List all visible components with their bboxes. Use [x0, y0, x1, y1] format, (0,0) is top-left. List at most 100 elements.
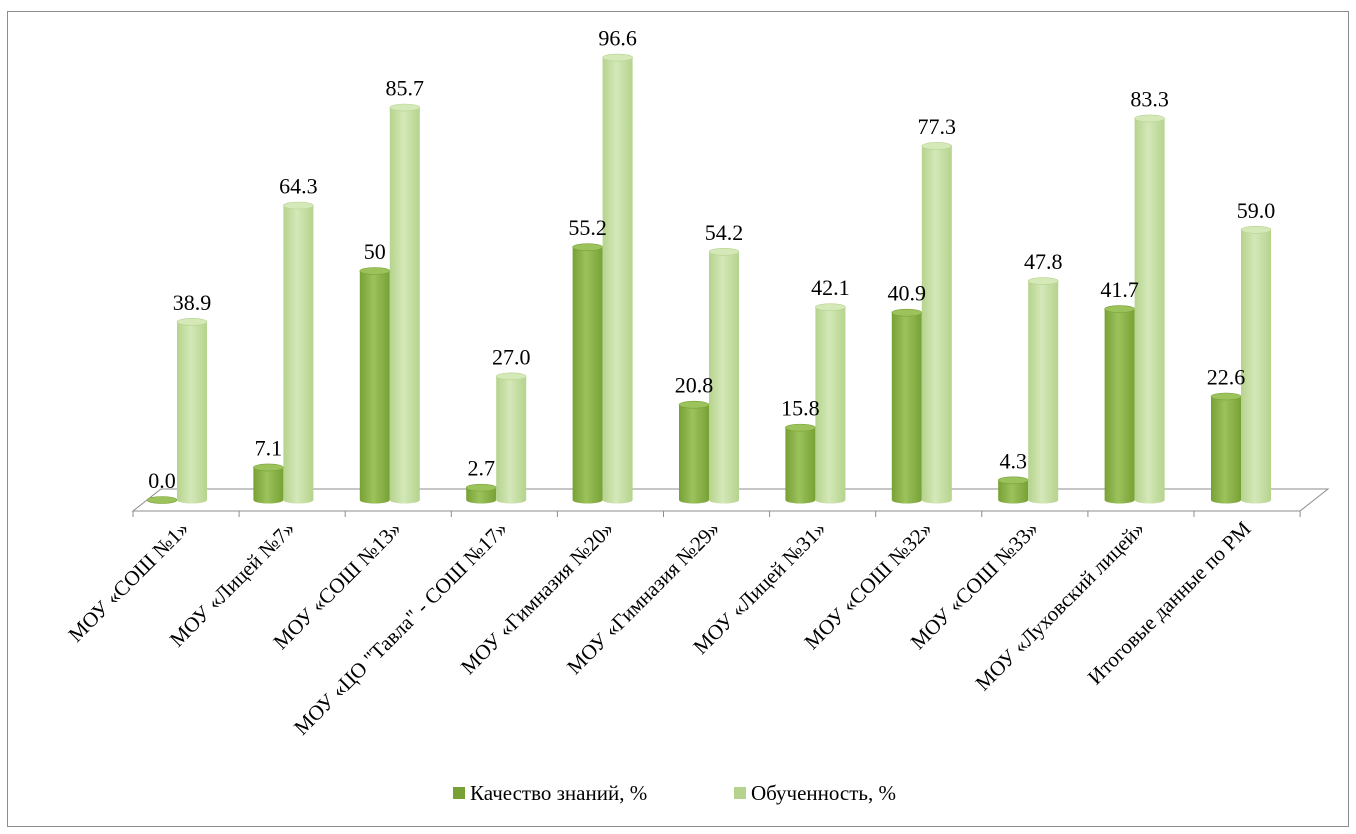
bar — [253, 463, 284, 504]
bar-top — [1210, 392, 1242, 401]
bar-top — [465, 483, 497, 492]
bar-top — [815, 303, 846, 311]
data-label: 96.6 — [598, 26, 637, 51]
bar — [495, 372, 527, 504]
bar-top — [389, 103, 421, 112]
bar — [891, 308, 923, 504]
bar-body — [572, 247, 603, 504]
data-label: 40.9 — [888, 281, 927, 306]
bar-top — [708, 247, 740, 256]
bar-top — [891, 308, 923, 317]
bar-body — [253, 467, 284, 504]
bar — [678, 400, 710, 504]
bar-top — [602, 53, 633, 62]
bar — [1240, 225, 1272, 504]
data-label: 22.6 — [1207, 364, 1246, 389]
bar — [146, 496, 178, 504]
bar — [572, 243, 603, 504]
bar-body — [466, 487, 497, 504]
bar-top — [785, 423, 816, 432]
bar — [1134, 114, 1165, 504]
bar-body — [679, 404, 709, 504]
legend-label: Качество знаний, % — [470, 781, 647, 805]
legend-swatch — [453, 787, 465, 799]
bar-top — [921, 142, 953, 150]
bar-top — [1134, 114, 1165, 123]
bar-top — [495, 372, 527, 381]
bar — [283, 201, 314, 504]
legend-item: Обученность, % — [734, 781, 896, 805]
bar — [1027, 277, 1059, 504]
bar-top — [997, 476, 1029, 485]
data-label: 27.0 — [492, 344, 531, 369]
bar-body — [283, 205, 314, 504]
bar — [176, 318, 208, 504]
bar-top — [1240, 225, 1272, 234]
bars — [146, 53, 1272, 504]
bar-body — [1241, 229, 1271, 504]
bar — [465, 483, 497, 504]
bar-body — [177, 321, 207, 504]
bar-top — [572, 243, 603, 251]
bar — [389, 103, 421, 504]
data-label: 38.9 — [173, 290, 212, 315]
bar-body — [921, 145, 952, 504]
data-label: 55.2 — [568, 215, 607, 240]
bar-body — [389, 107, 420, 504]
data-label: 7.1 — [255, 435, 283, 460]
bar-body — [891, 312, 922, 504]
data-label: 2.7 — [467, 456, 495, 481]
bar-body — [815, 307, 846, 504]
bar — [359, 267, 391, 504]
category-labels: МОУ «СОШ №1»МОУ «Лицей №7»МОУ «СОШ №13»М… — [63, 516, 1255, 739]
bar-body — [1134, 118, 1165, 504]
bar-body — [785, 427, 816, 504]
bar — [1210, 392, 1242, 504]
data-label: 64.3 — [279, 174, 318, 199]
data-label: 50 — [364, 239, 386, 264]
data-label: 42.1 — [811, 275, 850, 300]
data-label: 77.3 — [918, 114, 957, 139]
data-label: 85.7 — [386, 75, 425, 100]
bar-top — [1027, 277, 1059, 285]
legend-swatch — [734, 787, 746, 799]
data-labels: 0.0 7.1 50 2.7 55.2 20.8 15.8 40.9 4.3 41.7 22.6 38… — [148, 26, 1275, 493]
bar-body — [359, 271, 390, 504]
data-label: 20.8 — [675, 373, 714, 398]
bar-top — [1104, 305, 1135, 313]
bar — [1104, 305, 1135, 504]
legend: Качество знаний, % Обученность, % — [453, 781, 896, 805]
legend-label: Обученность, % — [751, 781, 896, 805]
bar-top — [678, 400, 710, 409]
bar — [997, 476, 1029, 504]
category-label: МОУ «Луховский лицей» — [971, 517, 1150, 696]
data-label: 15.8 — [781, 396, 820, 421]
bar-body — [496, 376, 527, 504]
bar-top — [146, 496, 178, 504]
data-label: 54.2 — [705, 220, 744, 245]
data-label: 4.3 — [999, 448, 1027, 473]
bar-top — [253, 463, 284, 472]
bar-top — [176, 318, 208, 326]
bar-body — [1211, 396, 1241, 504]
bar — [921, 142, 953, 504]
category-label: МОУ «ЦО "Тавла" - СОШ №17» — [289, 517, 512, 740]
bar — [785, 423, 816, 504]
bar-top — [283, 201, 314, 210]
bar-body — [998, 480, 1029, 504]
bar-body — [602, 57, 633, 504]
bar-top — [359, 267, 391, 275]
bar-body — [709, 251, 739, 504]
bar — [815, 303, 846, 504]
data-label: 83.3 — [1130, 86, 1169, 111]
legend-item: Качество знаний, % — [453, 781, 647, 805]
data-label: 41.7 — [1100, 277, 1139, 302]
bar — [602, 53, 633, 504]
bar-body — [1028, 281, 1059, 504]
data-label: 59.0 — [1237, 198, 1276, 223]
data-label: 47.8 — [1024, 249, 1063, 274]
data-label: 0.0 — [148, 468, 176, 493]
bar — [708, 247, 740, 504]
bar-body — [1104, 309, 1135, 504]
